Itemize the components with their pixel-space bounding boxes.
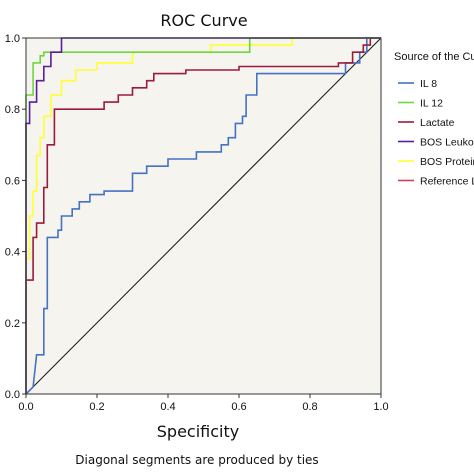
y-tick-label: 1.0 xyxy=(5,33,20,45)
y-tick-label: 0.8 xyxy=(5,104,20,116)
x-axis-label: Specificity xyxy=(157,422,239,441)
y-tick-label: 0.6 xyxy=(5,175,20,187)
legend-label-il12: IL 12 xyxy=(420,98,443,110)
y-tick-label: 0.0 xyxy=(5,389,20,401)
series-layer xyxy=(25,37,382,395)
legend-label-il8: IL 8 xyxy=(420,78,437,90)
chart-title: ROC Curve xyxy=(160,11,247,30)
x-tick-label: 0.4 xyxy=(160,401,175,413)
x-tick-label: 0.2 xyxy=(89,401,104,413)
x-tick-label: 0.8 xyxy=(302,401,317,413)
legend-label-lactate: Lactate xyxy=(420,117,455,129)
legend-label-reference: Reference Line xyxy=(420,176,474,188)
plot-frame xyxy=(25,37,382,395)
legend-label-bos-protein: BOS Proteins xyxy=(420,156,474,168)
series-reference xyxy=(25,37,382,395)
x-tick-label: 0.6 xyxy=(231,401,246,413)
series-bos-leuko xyxy=(25,37,381,394)
legend-label-bos-leuko: BOS Leukocytes xyxy=(420,137,474,149)
legend: Source of the Curve IL 8 IL 12 Lactate BOS … xyxy=(394,51,474,188)
y-tick-label: 0.2 xyxy=(5,318,20,330)
footnote: Diagonal segments are produced by ties xyxy=(75,453,318,467)
y-tick-label: 0.4 xyxy=(5,247,20,259)
x-tick-label: 0.0 xyxy=(18,401,33,413)
series-il8 xyxy=(25,37,381,395)
series-il12 xyxy=(25,37,381,394)
legend-title: Source of the Curve xyxy=(394,51,474,63)
x-tick-label: 1.0 xyxy=(373,401,388,413)
series-lactate xyxy=(25,37,381,394)
axis-layer: 0.0 0.2 0.4 0.6 0.8 1.0 0.0 0.2 0.4 0.6 0.8 1.0 xyxy=(5,33,389,413)
